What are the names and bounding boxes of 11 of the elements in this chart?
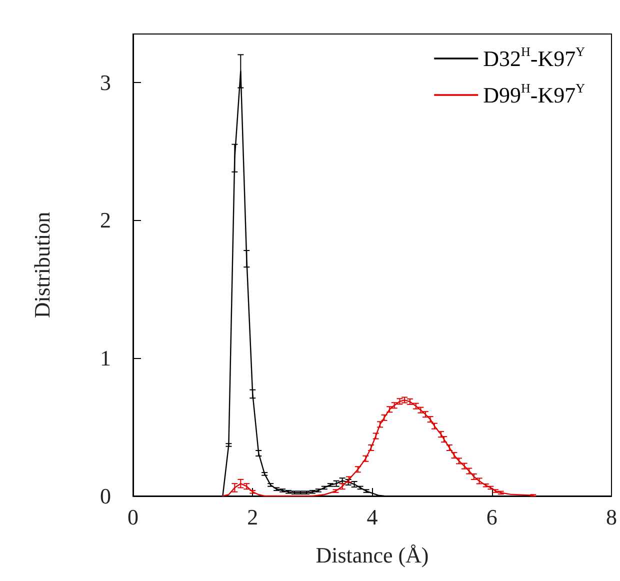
x-axis-title: Distance (Å) <box>316 542 429 568</box>
x-tick-label: 2 <box>247 504 258 530</box>
y-axis-title: Distribution <box>30 212 54 318</box>
x-tick-label: 6 <box>486 504 498 530</box>
y-tick-label: 3 <box>100 70 111 95</box>
y-tick-label: 2 <box>100 208 111 233</box>
x-tick-label: 8 <box>606 504 617 530</box>
x-tick-label: 0 <box>128 504 138 530</box>
x-tick-label: 4 <box>366 504 378 530</box>
y-tick-label: 1 <box>100 346 111 371</box>
y-tick-label: 0 <box>100 484 111 508</box>
